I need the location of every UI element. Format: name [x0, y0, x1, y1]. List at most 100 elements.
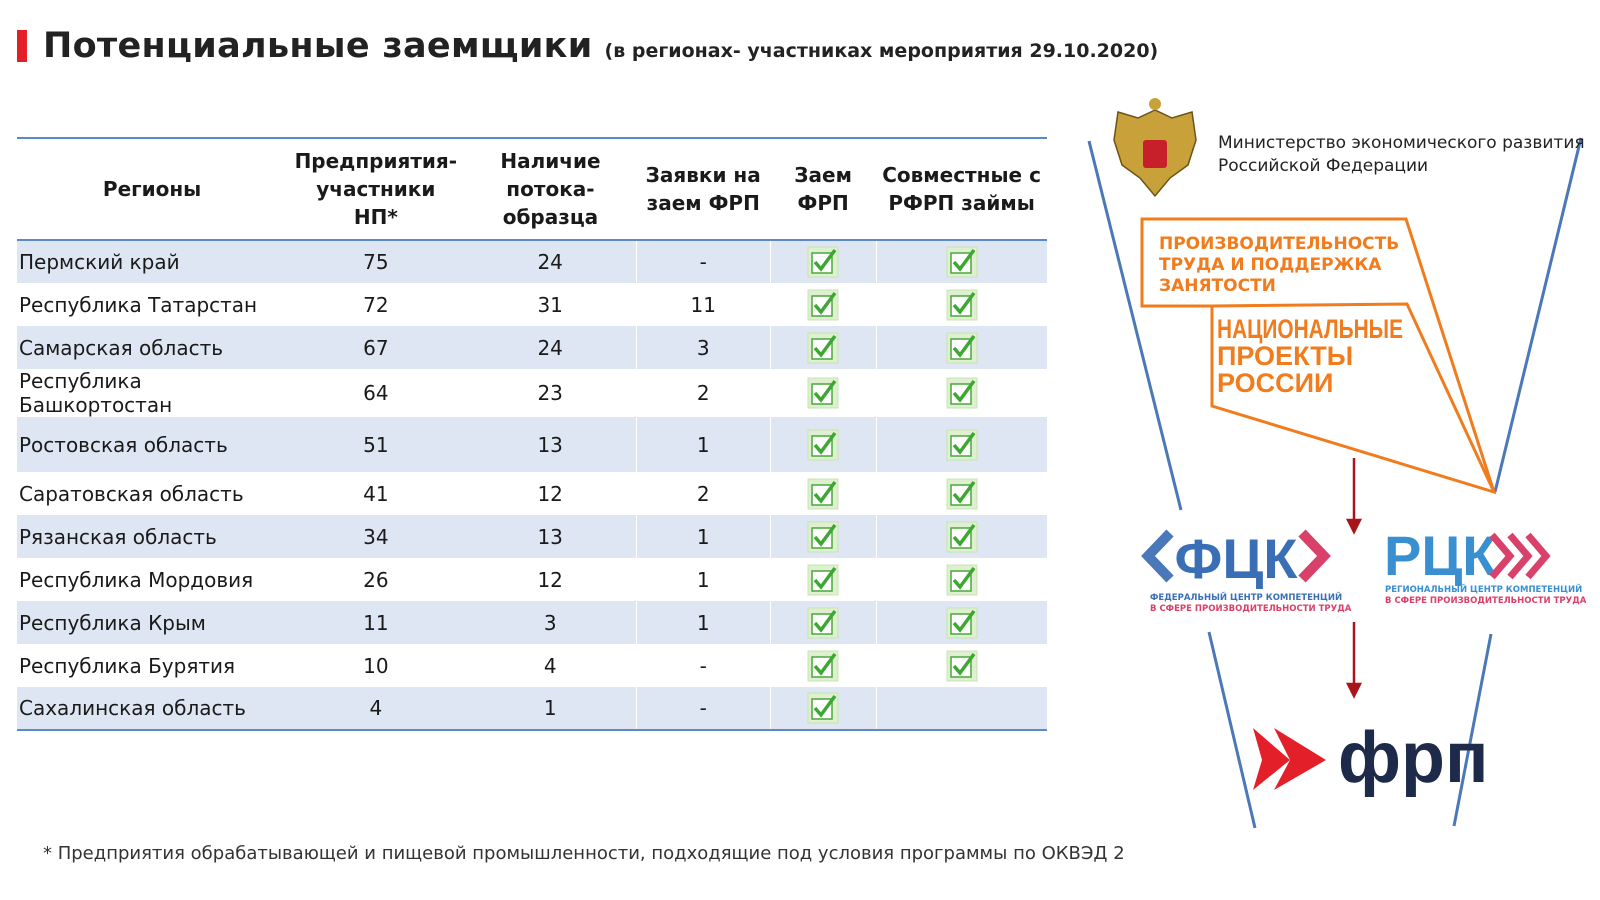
checkmark [946, 332, 978, 363]
streams-cell: 24 [464, 240, 637, 283]
region-cell: Республика Крым [17, 601, 288, 644]
region-cell: Сахалинская область [17, 687, 288, 731]
check-cell [875, 601, 1047, 644]
region-cell: Республика Мордовия [19, 567, 254, 592]
fck-line: В СФЕРЕ ПРОИЗВОДИТЕЛЬНОСТИ ТРУДА [1150, 604, 1352, 614]
rck-line: В СФЕРЕ ПРОИЗВОДИТЕЛЬНОСТИ ТРУДА [1385, 596, 1587, 606]
applications-cell: 3 [635, 326, 771, 369]
applications-cell: 1 [635, 558, 771, 601]
check-cell [769, 369, 877, 417]
project-line: ТРУДА И ПОДДЕРЖКА [1159, 255, 1382, 275]
title-accent [17, 30, 27, 62]
streams-cell: 12 [537, 567, 563, 592]
table-row: Республика Башкортостан 64 23 2 [17, 369, 1047, 417]
ministry-line: Российской Федерации [1218, 156, 1428, 176]
table-row: Республика Татарстан 72 31 11 [17, 283, 1047, 326]
subtitle: (в регионах- участниках мероприятия 29.1… [604, 40, 1159, 62]
applications-cell: - [635, 240, 771, 283]
applications-cell: 1 [635, 515, 771, 558]
checkmark [807, 478, 839, 509]
checkmark [946, 377, 978, 409]
region-cell: Республика Бурятия [19, 653, 236, 678]
table-row: Сахалинская область 4 1- [17, 687, 1047, 731]
enterprises-cell: 51 [287, 417, 465, 472]
check-cell [875, 558, 1047, 601]
fck-bracket [1141, 529, 1174, 583]
checkmark [946, 607, 978, 638]
frp-mark [1253, 728, 1326, 790]
title-row: Потенциальные заемщики (в регионах- учас… [17, 26, 1158, 66]
checkmark [946, 650, 978, 681]
table-row: Рязанская область 34 13 1 [17, 515, 1047, 558]
national-line: ПРОЕКТЫ [1217, 341, 1353, 371]
enterprises-cell: 10 [363, 653, 389, 678]
table-row: Республика Крым 11 3 1 [17, 601, 1047, 644]
checkmark [807, 332, 839, 363]
check-cell [769, 283, 877, 326]
applications-cell: - [635, 687, 771, 731]
emblem [1113, 98, 1197, 198]
column-header: Предприятия-участники НП* [287, 137, 465, 241]
checkmark [807, 429, 839, 460]
streams-cell: 4 [543, 653, 557, 678]
checkmark [946, 521, 978, 552]
region-cell: Республика Башкортостан [19, 369, 173, 417]
table-row: Самарская область 67 24 3 [17, 326, 1047, 369]
fck-name: ФЦК [1175, 527, 1299, 590]
checkmark [946, 564, 978, 595]
check-cell [769, 240, 877, 283]
check-cell [875, 283, 1047, 326]
enterprises-cell: 67 [287, 326, 465, 369]
checkmark [807, 564, 839, 595]
table-row: Саратовская область 41 12 2 [17, 472, 1047, 515]
region-cell: Республика Татарстан [19, 292, 258, 317]
check-cell [769, 558, 877, 601]
checkmark [807, 607, 839, 638]
region-cell: Ростовская область [17, 417, 288, 472]
enterprises-cell: 4 [287, 687, 465, 731]
enterprises-cell: 11 [287, 601, 465, 644]
table-row: Республика Бурятия 10 4 - [17, 644, 1047, 687]
project-line: ЗАНЯТОСТИ [1159, 276, 1276, 296]
applications-cell: 2 [635, 369, 771, 417]
checkmark [807, 692, 839, 724]
check-cell [875, 417, 1047, 472]
streams-cell: 1 [464, 687, 637, 731]
column-header: Заем ФРП [770, 137, 877, 241]
region-cell: Саратовская область [19, 481, 244, 506]
national-line: НАЦИОНАЛЬНЫЕ [1217, 314, 1403, 344]
project-frame [1140, 217, 1497, 495]
check-cell [769, 472, 877, 515]
funnel-lines [1087, 137, 1583, 829]
enterprises-cell: 34 [287, 515, 465, 558]
applications-cell: 11 [635, 283, 771, 326]
fck-bracket [1298, 529, 1331, 583]
checkmark [807, 521, 839, 552]
checkmark [946, 478, 978, 509]
streams-cell: 3 [464, 601, 637, 644]
column-header: Наличие потока-образца [464, 137, 637, 241]
applications-cell: - [635, 644, 771, 687]
rck-name: РЦК [1384, 524, 1497, 587]
enterprises-cell: 72 [363, 292, 389, 317]
checkmark [946, 246, 978, 278]
national-line: РОССИИ [1217, 368, 1333, 398]
applications-cell: 1 [635, 417, 771, 472]
check-cell [875, 687, 1047, 731]
table-row: Пермский край 75 24- [17, 240, 1047, 283]
check-cell [769, 601, 877, 644]
region-cell: Пермский край [17, 240, 288, 283]
fck-line: ФЕДЕРАЛЬНЫЙ ЦЕНТР КОМПЕТЕНЦИЙ [1150, 591, 1342, 603]
column-header: Совместные с РФРП займы [876, 137, 1047, 241]
table: Регионы Предприятия-участники НП* Наличие … [17, 137, 1047, 731]
region-cell: Рязанская область [17, 515, 288, 558]
header-row: Регионы Предприятия-участники НП* Наличие … [17, 137, 1047, 241]
streams-cell: 13 [464, 515, 637, 558]
check-cell [875, 644, 1047, 687]
rck-chevrons [1489, 532, 1551, 580]
check-cell [875, 369, 1047, 417]
check-cell [769, 326, 877, 369]
title: Потенциальные заемщики [43, 26, 593, 66]
